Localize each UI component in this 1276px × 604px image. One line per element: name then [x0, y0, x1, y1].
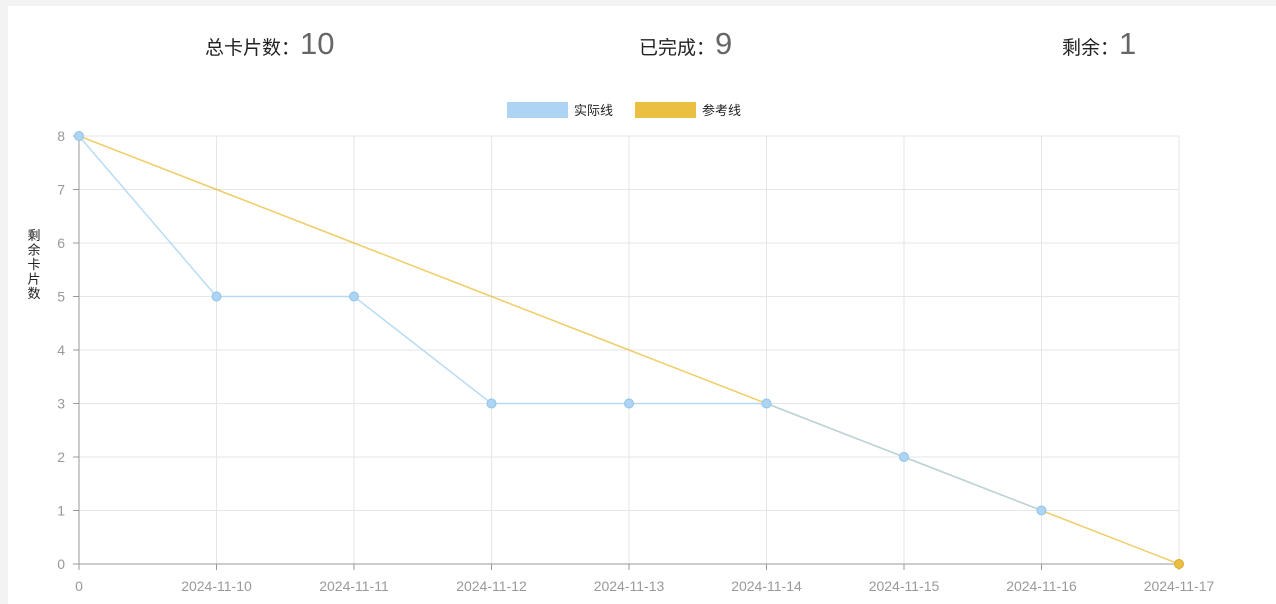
stat-remaining: 剩余：1	[1062, 26, 1136, 62]
x-tick-label: 0	[75, 578, 83, 594]
x-tick-label: 2024-11-14	[731, 578, 802, 594]
actual-point	[624, 398, 634, 409]
stat-total: 总卡片数：10	[205, 26, 335, 62]
legend-swatch-actual	[507, 102, 568, 118]
x-tick-label: 2024-11-10	[181, 578, 252, 594]
y-tick-label: 3	[57, 396, 65, 412]
actual-point	[899, 452, 909, 462]
stat-total-label: 总卡片数：	[205, 37, 301, 59]
x-tick-label: 2024-11-12	[456, 578, 527, 594]
stat-remaining-label: 剩余：	[1062, 37, 1120, 59]
stat-done: 已完成：9	[639, 26, 732, 62]
y-axis-label-char: 片	[27, 272, 40, 287]
stat-done-value: 9	[715, 26, 733, 61]
actual-point	[761, 398, 772, 409]
y-tick-label: 5	[57, 289, 65, 305]
stat-done-label: 已完成：	[639, 37, 716, 59]
y-tick-label: 1	[57, 503, 65, 519]
y-axis-label-char: 余	[27, 243, 40, 258]
actual-point	[349, 291, 359, 302]
y-tick-label: 0	[57, 556, 65, 572]
x-tick-label: 2024-11-17	[1144, 578, 1215, 594]
legend-label-actual: 实际线	[574, 103, 613, 118]
x-tick-label: 2024-11-13	[594, 578, 665, 594]
legend-swatch-reference	[635, 102, 696, 118]
y-tick-label: 2	[57, 449, 65, 465]
y-tick-label: 8	[57, 128, 65, 144]
actual-point	[486, 398, 497, 409]
series-line-actual	[78, 135, 1042, 512]
actual-point	[74, 131, 84, 141]
actual-point	[1036, 505, 1047, 516]
x-tick-label: 2024-11-11	[319, 578, 389, 594]
legend-label-reference: 参考线	[702, 103, 741, 118]
reference-end-point	[1174, 559, 1184, 569]
stat-total-value: 10	[300, 26, 335, 61]
y-tick-label: 6	[57, 235, 65, 251]
y-axis-label-char: 卡	[27, 257, 40, 272]
stat-remaining-value: 1	[1119, 26, 1137, 61]
actual-point	[211, 291, 222, 302]
y-axis-label-char: 数	[27, 286, 40, 301]
y-tick-label: 7	[57, 182, 65, 198]
x-tick-label: 2024-11-15	[869, 578, 940, 594]
x-tick-label: 2024-11-16	[1006, 578, 1077, 594]
y-axis-label-char: 剩	[27, 228, 40, 243]
stats-bar: 总卡片数：10 已完成：9 剩余：1	[0, 0, 1276, 90]
y-tick-label: 4	[57, 342, 65, 358]
